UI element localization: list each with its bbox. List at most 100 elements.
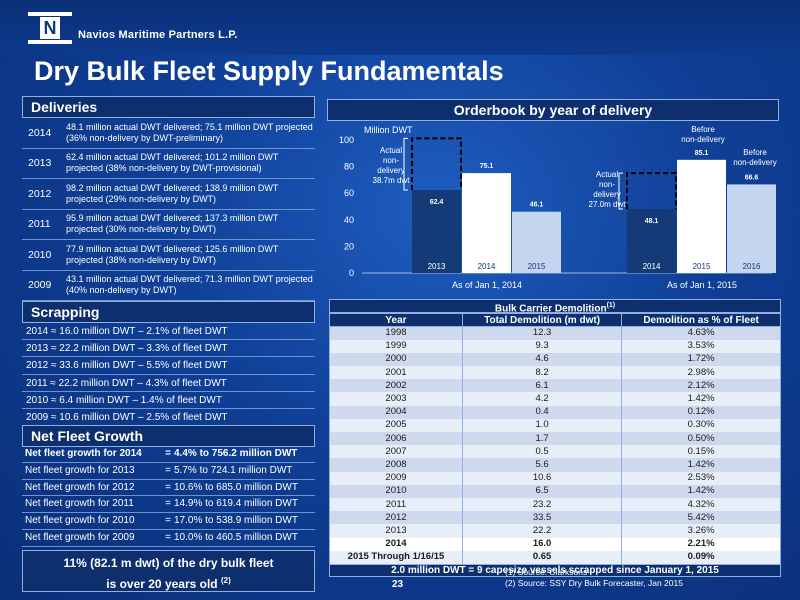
delivery-year: 2012 (28, 187, 52, 200)
demolition-cell: 2.53% (621, 471, 781, 485)
annotation-line: delivery (377, 166, 405, 175)
scrapping-row: 2012 ≈ 33.6 million DWT – 5.5% of fleet … (22, 357, 315, 375)
demolition-cell: 4.6 (461, 352, 623, 367)
fleet-age-line2-wrap: is over 20 years old (2) (23, 572, 314, 593)
demolition-cell: 5.42% (621, 511, 781, 525)
bar-value-label: 46.1 (530, 202, 544, 209)
y-tick-label: 0 (349, 268, 354, 278)
demolition-cell: 2000 (329, 352, 463, 367)
annotation-before-nondelivery-1: Before non-delivery (681, 125, 725, 144)
demolition-cell: 2014 (329, 537, 463, 551)
growth-value: 4.4% to 756.2 million DWT (174, 448, 298, 459)
demolition-cell: 2002 (329, 379, 463, 393)
demolition-cell: 2004 (329, 405, 463, 419)
source-2: (2) Source: SSY Dry Bulk Forecaster, Jan… (505, 578, 683, 588)
demolition-cell: 5.6 (461, 458, 623, 472)
growth-value: 10.6% to 685.0 million DWT (174, 481, 298, 493)
fleet-age-line2: is over 20 years old (106, 577, 218, 591)
demolition-title-sup: (1) (606, 302, 616, 309)
scrapping-row: 2010 ≈ 6.4 million DWT – 1.4% of fleet D… (22, 392, 315, 409)
demolition-title: Bulk Carrier Demolition(1) (329, 299, 781, 315)
annotation-line: non-delivery (681, 135, 725, 144)
y-axis-label: Million DWT (364, 125, 413, 135)
bracket-2015-group (618, 172, 623, 210)
category-label: 2015 (693, 262, 711, 271)
demolition-cell: 23.2 (461, 497, 623, 512)
fleet-age-line1: 11% (82.1 m dwt) of the dry bulk fleet (63, 556, 274, 570)
delivery-row: 2012 98.2 million actual DWT delivered; 1… (22, 179, 315, 210)
demolition-cell: 2001 (329, 366, 463, 380)
delivery-text: 98.2 million actual DWT delivered; 138.9… (66, 182, 279, 204)
growth-row: Net fleet growth for 2014 = 4.4% to 756.2 … (22, 446, 315, 463)
demolition-row: 2015 Through 1/16/15 0.65 0.09% (329, 550, 781, 564)
source-1: (1) Source: Clarksons (505, 567, 588, 577)
demolition-cell: 2005 (329, 418, 463, 432)
brand-logo: N Navios Maritime Partners L.P. (28, 12, 238, 44)
demolition-cell: 8.2 (461, 366, 623, 380)
growth-label: Net fleet growth for 2014 (25, 448, 142, 459)
annotation-line: delivery (593, 190, 621, 199)
group-label: As of Jan 1, 2014 (452, 280, 522, 290)
page-title: Dry Bulk Fleet Supply Fundamentals (34, 56, 504, 86)
demolition-cell: 6.5 (461, 484, 623, 498)
demolition-title-text: Bulk Carrier Demolition (494, 303, 607, 315)
demolition-cell: 2013 (329, 524, 463, 538)
demolition-cell: 1998 (329, 326, 463, 340)
delivery-row: 2014 48.1 million actual DWT delivered; 7… (22, 118, 315, 149)
annotation-line: Before (743, 148, 767, 157)
growth-equals: = (165, 481, 171, 493)
demolition-cell: 2008 (329, 458, 463, 472)
demolition-cell: 10.6 (461, 471, 623, 485)
growth-value: 14.9% to 619.4 million DWT (174, 498, 298, 510)
delivery-text: 77.9 million actual DWT delivered; 125.6… (66, 243, 279, 265)
y-tick-label: 60 (344, 188, 354, 198)
growth-equals: = (165, 498, 171, 510)
demolition-column-header: Year (329, 313, 463, 327)
demolition-cell: 2012 (329, 511, 463, 525)
deliveries-list: 2014 48.1 million actual DWT delivered; 7… (22, 118, 315, 301)
delivery-row: 2010 77.9 million actual DWT delivered; 1… (22, 240, 315, 271)
scrapping-row: 2011 ≈ 22.2 million DWT – 4.3% of fleet … (22, 375, 315, 392)
bar (412, 190, 461, 273)
annotation-line: Actual (596, 170, 618, 179)
projection-outline-2013 (411, 137, 462, 191)
growth-equals: = (165, 531, 171, 543)
demolition-cell: 22.2 (461, 524, 623, 538)
bar (462, 173, 511, 273)
demolition-cell: 4.63% (621, 326, 781, 340)
annotation-line: 27.0m dwt (589, 200, 627, 209)
annotation-line: non- (599, 180, 615, 189)
delivery-text: 48.1 million actual DWT delivered; 75.1 … (66, 121, 313, 143)
scrapping-row: 2013 ≈ 22.2 million DWT – 3.3% of fleet … (22, 340, 315, 358)
demolition-cell: 2007 (329, 445, 463, 459)
demolition-cell: 0.50% (621, 432, 781, 446)
demolition-cell: 1.42% (621, 484, 781, 498)
growth-label: Net fleet growth for 2009 (25, 531, 135, 543)
growth-label: Net fleet growth for 2013 (25, 464, 135, 476)
delivery-year: 2014 (28, 126, 52, 139)
delivery-text: 95.9 million actual DWT delivered; 137.3… (66, 213, 279, 235)
delivery-row: 2011 95.9 million actual DWT delivered; 1… (22, 210, 315, 240)
bar (512, 211, 561, 273)
demolition-cell: 16.0 (461, 537, 623, 551)
demolition-cell: 0.5 (461, 445, 623, 459)
delivery-year: 2010 (28, 248, 52, 261)
demolition-row: 2013 22.2 3.26% (329, 524, 781, 538)
demolition-row: 2011 23.2 4.32% (329, 497, 781, 512)
demolition-cell: 1.0 (461, 418, 623, 432)
bar (627, 209, 676, 273)
demolition-column-header: Total Demolition (m dwt) (461, 313, 623, 327)
demolition-row: 2003 4.2 1.42% (329, 392, 781, 406)
scrapping-heading: Scrapping (22, 301, 315, 323)
annotation-line: Actual (380, 146, 402, 155)
growth-equals: = (165, 515, 171, 527)
delivery-text: 62.4 million actual DWT delivered; 101.2… (66, 152, 279, 174)
category-label: 2014 (643, 262, 661, 271)
category-label: 2013 (428, 262, 446, 271)
header-strip (0, 0, 800, 55)
growth-equals: = (165, 464, 171, 476)
demolition-cell: 1.42% (621, 392, 781, 406)
demolition-cell: 1.7 (461, 432, 623, 446)
category-label: 2016 (743, 262, 761, 271)
chart-title: Orderbook by year of delivery (327, 99, 779, 121)
